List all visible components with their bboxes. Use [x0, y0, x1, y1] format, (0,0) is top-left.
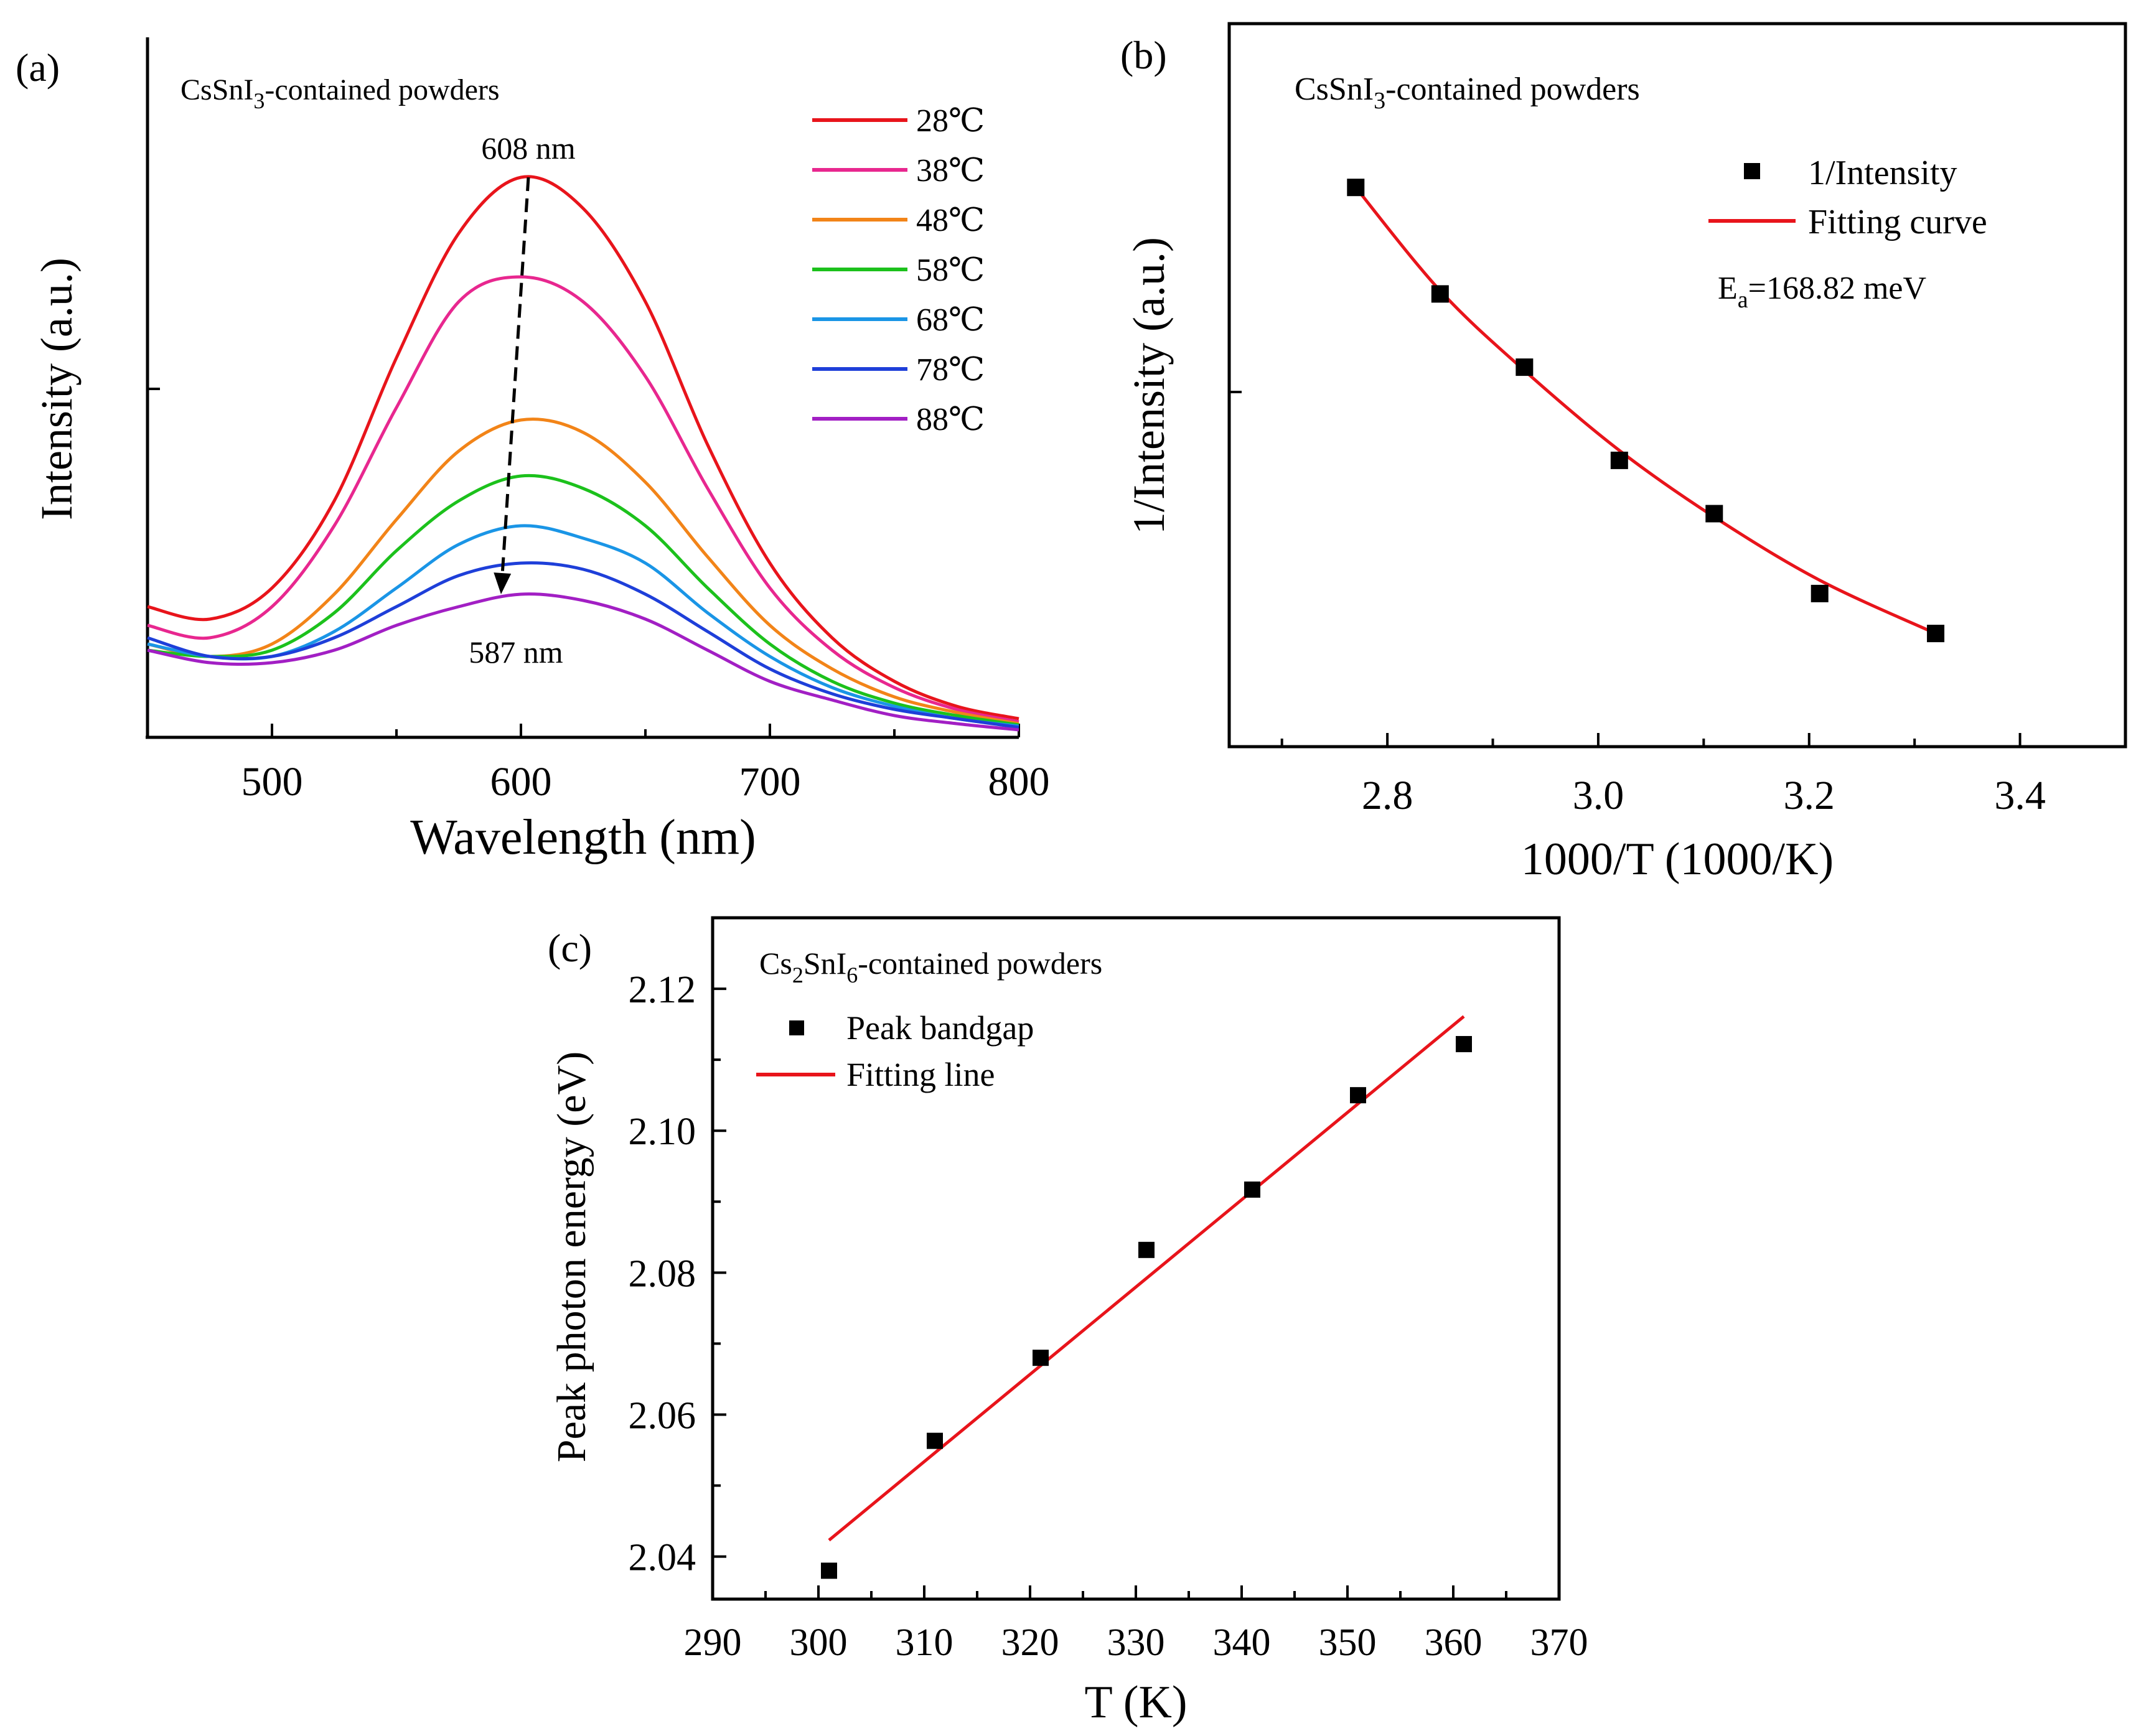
x-tick-label: 310	[896, 1622, 953, 1664]
data-point	[1244, 1181, 1260, 1198]
x-tick-label: 700	[739, 759, 801, 805]
panel-c-x-label: T (K)	[1084, 1677, 1187, 1728]
panel-c-y-ticks: 2.04 2.06 2.08 2.10 2.12	[629, 969, 726, 1579]
x-tick-label: 370	[1530, 1622, 1588, 1664]
x-tick-label: 290	[684, 1622, 742, 1664]
data-point	[821, 1562, 837, 1579]
panel-a-label: (a)	[16, 45, 60, 90]
arrow-shaft	[500, 177, 530, 574]
legend-label: 28℃	[916, 103, 985, 139]
peak-shift-arrow	[494, 177, 530, 594]
x-tick-label: 320	[1001, 1622, 1059, 1664]
panel-a-y-label: Intensity (a.u.)	[32, 258, 82, 520]
series-3-line	[147, 474, 1019, 727]
x-tick-label: 360	[1425, 1622, 1483, 1664]
series-0-line	[147, 175, 1019, 721]
panel-b-points	[1347, 179, 1945, 643]
x-tick-label: 500	[241, 759, 303, 805]
panel-c-points	[821, 1036, 1472, 1579]
data-point	[1431, 285, 1449, 303]
data-point	[1927, 625, 1945, 643]
panel-b-fit	[1354, 186, 1937, 635]
legend-label: 88℃	[916, 402, 985, 437]
panel-b-legend: 1/Intensity Fitting curve	[1708, 154, 1987, 241]
panel-c: (c) 290 300 310 320 330 340 350 360 370 2.04 2.06…	[548, 916, 1588, 1728]
panel-a-title: CsSnI3-contained powders	[180, 73, 500, 113]
data-point	[1516, 358, 1534, 376]
x-tick-label: 350	[1319, 1622, 1377, 1664]
x-tick-label: 800	[988, 759, 1050, 805]
series-5-line	[147, 561, 1019, 729]
legend-marker	[789, 1020, 804, 1035]
panel-c-title: Cs2SnI6-contained powders	[759, 946, 1102, 987]
fitting-line	[828, 1015, 1465, 1542]
y-tick-label: 2.08	[629, 1253, 696, 1295]
legend-label: 48℃	[916, 203, 985, 238]
panel-a-legend: 28℃ 38℃ 48℃ 58℃ 68℃ 78℃ 88℃	[812, 103, 985, 437]
legend-label: 58℃	[916, 253, 985, 288]
panel-c-y-label: Peak photon energy (eV)	[549, 1052, 594, 1462]
legend-label: Fitting curve	[1808, 203, 1987, 241]
panel-c-label: (c)	[548, 926, 592, 970]
y-tick-label: 2.04	[629, 1537, 696, 1579]
panel-c-fit	[828, 1015, 1465, 1542]
series-6-line	[147, 592, 1019, 732]
legend-label: Peak bandgap	[846, 1009, 1034, 1047]
panel-a-x-ticks: 500 600 700 800	[146, 724, 1050, 805]
panel-a-x-label: Wavelength (nm)	[410, 810, 756, 865]
panel-a-series	[147, 175, 1019, 732]
arrow-head	[494, 572, 512, 594]
legend-label: 38℃	[916, 153, 985, 189]
fitting-curve	[1354, 186, 1937, 635]
data-point	[1811, 584, 1829, 602]
x-tick-label: 600	[490, 759, 552, 805]
x-tick-label: 3.0	[1573, 773, 1624, 818]
activation-energy-label: Ea=168.82 meV	[1718, 271, 1926, 313]
y-tick-label: 2.12	[629, 969, 696, 1011]
series-1-line	[147, 275, 1019, 724]
data-point	[1138, 1241, 1155, 1258]
x-tick-label: 2.8	[1362, 773, 1413, 818]
data-point	[927, 1432, 943, 1449]
data-point	[1033, 1350, 1049, 1366]
x-tick-label: 300	[790, 1622, 848, 1664]
panel-b-title: CsSnI3-contained powders	[1295, 72, 1640, 114]
panel-b-x-label: 1000/T (1000/K)	[1521, 834, 1834, 885]
x-tick-label: 3.4	[1994, 773, 2046, 818]
panel-a-axes	[146, 37, 1019, 739]
legend-label: 78℃	[916, 352, 985, 388]
legend-label: Fitting line	[846, 1056, 995, 1093]
legend-marker	[1744, 163, 1760, 179]
peak-587-label: 587 nm	[469, 635, 563, 670]
y-tick-label: 2.10	[629, 1111, 696, 1153]
data-point	[1705, 505, 1723, 523]
data-point	[1347, 179, 1365, 197]
x-tick-label: 330	[1107, 1622, 1165, 1664]
data-point	[1610, 451, 1628, 469]
panel-c-legend: Peak bandgap Fitting line	[756, 1009, 1034, 1093]
y-tick-label: 2.06	[629, 1394, 696, 1437]
x-tick-label: 340	[1213, 1622, 1271, 1664]
legend-label: 68℃	[916, 302, 985, 338]
panel-b: (b) 2.8 3.0 3.2 3.4 CsSnI3-contained powder…	[1120, 22, 2127, 885]
data-point	[1350, 1087, 1366, 1104]
legend-label: 1/Intensity	[1808, 154, 1957, 192]
panel-b-x-ticks: 2.8 3.0 3.2 3.4	[1280, 733, 2046, 818]
panel-c-x-ticks: 290 300 310 320 330 340 350 360 370	[684, 1585, 1588, 1664]
panel-b-y-label: 1/Intensity (a.u.)	[1124, 237, 1174, 534]
panel-a: (a) 500 600 700 800 CsSnI3-contained powder…	[16, 37, 1050, 865]
series-2-line	[147, 418, 1019, 726]
x-tick-label: 3.2	[1784, 773, 1835, 818]
data-point	[1456, 1036, 1472, 1053]
peak-608-label: 608 nm	[481, 131, 576, 166]
panel-b-label: (b)	[1120, 33, 1167, 77]
